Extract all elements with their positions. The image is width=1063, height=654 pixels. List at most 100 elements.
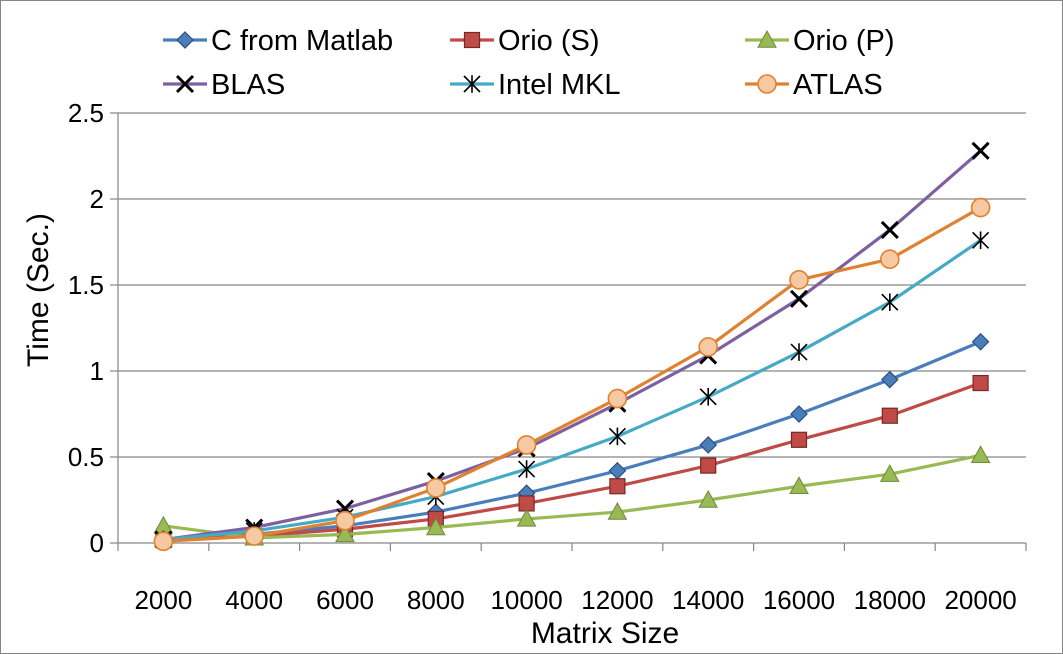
data-point-orio-p	[153, 515, 174, 534]
circle-marker-shape	[425, 478, 446, 498]
square-marker-shape	[518, 495, 535, 512]
data-point-c-from-matlab	[790, 405, 808, 423]
legend-item-orio-p: Orio (P)	[745, 25, 895, 57]
square-marker-shape	[609, 478, 626, 495]
diamond-marker-shape	[790, 405, 808, 423]
series-blas	[154, 141, 990, 549]
data-point-orio-s	[790, 431, 808, 448]
series-line-atlas	[163, 206, 982, 543]
series-line-c-from-matlab	[163, 340, 982, 542]
circle-marker-shape	[757, 74, 777, 94]
x-tick-label: 14000	[672, 585, 744, 615]
data-point-blas	[880, 220, 899, 240]
data-point-intel-mkl	[790, 343, 808, 361]
y-tick-label: 2.5	[68, 98, 104, 128]
data-point-blas	[971, 141, 990, 160]
y-tick-label: 0	[90, 528, 104, 558]
data-point-orio-p	[970, 445, 991, 463]
x-marker-stroke	[789, 289, 809, 308]
circle-marker-shape	[153, 531, 174, 552]
circle-marker-shape	[607, 388, 628, 409]
series-orio-p	[153, 445, 991, 546]
data-point-orio-p	[698, 489, 719, 508]
circle-marker-shape	[516, 435, 537, 455]
diamond-marker-shape	[880, 370, 899, 389]
legend-marker-c-from-matlab	[176, 31, 194, 49]
legend-item-blas: BLAS	[163, 69, 285, 101]
data-point-atlas	[244, 526, 264, 546]
square-marker-shape	[463, 31, 481, 49]
data-point-orio-s	[518, 495, 535, 512]
data-point-blas	[789, 289, 809, 308]
x-tick-label: 12000	[581, 585, 653, 615]
legend-marker-atlas	[757, 74, 777, 94]
circle-marker-shape	[879, 249, 900, 270]
data-point-orio-p	[516, 508, 537, 527]
data-point-c-from-matlab	[880, 370, 899, 389]
triangle-marker-shape	[757, 29, 777, 48]
x-tick-label: 16000	[763, 585, 835, 615]
legend-item-intel-mkl: Intel MKL	[450, 69, 621, 101]
triangle-marker-shape	[335, 524, 355, 543]
data-point-atlas	[425, 478, 446, 498]
data-point-orio-p	[607, 502, 628, 520]
triangle-marker-shape	[153, 515, 174, 534]
legend-item-orio-s: Orio (S)	[450, 25, 600, 57]
diamond-marker-shape	[176, 31, 194, 49]
triangle-marker-shape	[425, 517, 446, 536]
x-tick-label: 6000	[316, 585, 374, 615]
data-point-intel-mkl	[699, 388, 717, 406]
triangle-marker-shape	[607, 502, 628, 520]
x-tick-label: 2000	[134, 585, 192, 615]
data-point-orio-s	[700, 457, 717, 474]
data-point-c-from-matlab	[699, 436, 718, 454]
x-marker-stroke	[880, 220, 899, 240]
square-marker-shape	[790, 431, 808, 448]
legend-marker-blas	[175, 74, 195, 94]
x-tick-label: 18000	[854, 585, 926, 615]
triangle-marker-shape	[879, 464, 900, 482]
series-line-intel-mkl	[163, 238, 982, 542]
triangle-marker-shape	[789, 476, 809, 494]
circle-marker-shape	[335, 510, 355, 531]
data-series	[153, 141, 991, 552]
data-point-atlas	[607, 388, 628, 409]
circle-marker-shape	[789, 270, 809, 290]
legend: C from Matlab Orio (S) Orio (P) BLAS Intel M…	[163, 25, 895, 101]
x-tick-label: 8000	[407, 585, 465, 615]
data-point-atlas	[153, 531, 174, 552]
data-point-c-from-matlab	[608, 461, 627, 480]
x-tick-label: 10000	[490, 585, 562, 615]
triangle-marker-shape	[516, 508, 537, 527]
y-tick-label: 2	[90, 184, 104, 214]
axes	[110, 112, 1027, 551]
circle-marker-shape	[244, 526, 264, 546]
legend-marker-intel-mkl	[463, 75, 481, 93]
series-line-blas	[163, 149, 982, 542]
legend-label: C from Matlab	[211, 25, 393, 57]
data-point-orio-p	[789, 476, 809, 494]
data-point-intel-mkl	[608, 427, 626, 446]
diamond-marker-shape	[699, 436, 718, 454]
x-tick-label: 4000	[225, 585, 283, 615]
series-line-orio-s	[163, 381, 982, 542]
y-tick-label: 0.5	[68, 442, 104, 472]
y-axis-title: Time (Sec.)	[22, 213, 55, 367]
legend-label: Orio (P)	[793, 25, 895, 57]
triangle-marker-shape	[970, 445, 991, 463]
data-point-atlas	[970, 197, 991, 218]
legend-label: Orio (S)	[498, 25, 600, 57]
y-tick-label: 1.5	[68, 270, 104, 300]
x-marker-stroke	[971, 141, 990, 160]
data-point-orio-p	[425, 517, 446, 536]
square-marker-shape	[972, 374, 989, 392]
data-point-orio-s	[609, 478, 626, 495]
data-point-intel-mkl	[972, 231, 990, 250]
data-point-orio-s	[881, 407, 898, 424]
legend-item-atlas: ATLAS	[745, 69, 883, 101]
data-point-c-from-matlab	[971, 332, 990, 351]
data-point-intel-mkl	[518, 460, 536, 478]
legend-label: ATLAS	[793, 69, 883, 101]
